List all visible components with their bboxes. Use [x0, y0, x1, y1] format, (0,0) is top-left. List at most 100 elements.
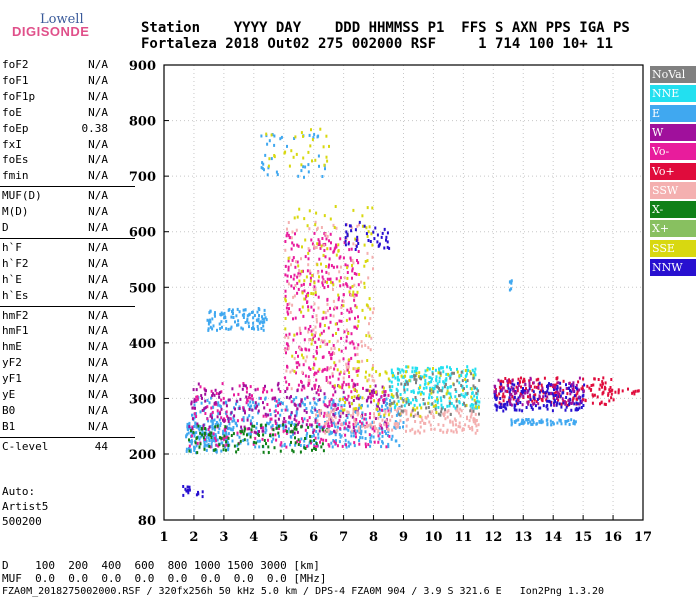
data-point	[192, 430, 195, 434]
data-point	[380, 426, 383, 430]
data-point	[317, 279, 320, 283]
data-point	[316, 263, 319, 267]
data-point	[340, 409, 343, 413]
data-point	[406, 382, 409, 386]
data-point	[576, 397, 579, 401]
data-point	[494, 389, 497, 393]
data-point	[346, 264, 349, 268]
data-point	[313, 244, 316, 248]
data-point	[367, 230, 370, 234]
data-point	[356, 290, 359, 294]
data-point	[438, 387, 440, 390]
data-point	[476, 387, 478, 391]
data-point	[448, 404, 451, 408]
data-point	[423, 375, 426, 379]
data-point	[292, 450, 295, 454]
data-point	[348, 317, 351, 321]
data-point	[533, 398, 536, 402]
data-point	[304, 428, 307, 432]
data-point	[617, 388, 620, 392]
data-point	[252, 442, 255, 446]
data-point	[340, 319, 343, 323]
data-point	[440, 410, 443, 414]
data-point	[300, 399, 303, 403]
data-point	[247, 396, 250, 399]
data-point	[260, 134, 263, 138]
data-point	[270, 388, 273, 392]
data-point	[410, 413, 412, 417]
data-point	[570, 418, 573, 422]
param-value: N/A	[88, 372, 108, 386]
data-point	[365, 334, 368, 338]
data-point	[300, 437, 303, 441]
data-point	[212, 392, 215, 396]
data-point	[275, 438, 278, 442]
data-point	[342, 304, 345, 308]
data-point	[210, 389, 213, 393]
data-point	[321, 275, 324, 279]
data-point	[346, 416, 349, 419]
data-point	[466, 379, 469, 383]
data-point	[299, 444, 302, 447]
data-point	[293, 273, 296, 277]
data-point	[415, 368, 418, 372]
data-point	[382, 390, 385, 394]
data-point	[206, 398, 209, 402]
data-point	[293, 397, 296, 401]
data-point	[209, 414, 212, 418]
data-point	[207, 433, 210, 437]
data-point	[244, 308, 247, 312]
data-point	[311, 387, 314, 391]
data-point	[317, 306, 320, 310]
data-point	[559, 394, 562, 398]
data-point	[307, 251, 310, 255]
data-point	[394, 423, 397, 427]
data-point	[402, 375, 405, 379]
data-point	[277, 404, 279, 408]
data-point	[434, 368, 437, 372]
data-point	[371, 427, 374, 431]
data-point	[430, 395, 433, 399]
data-point	[474, 386, 477, 390]
data-point	[336, 368, 339, 372]
data-point	[556, 421, 559, 425]
data-point	[290, 395, 292, 399]
data-point	[562, 379, 565, 383]
data-point	[275, 170, 278, 174]
data-point	[294, 284, 297, 287]
data-point	[342, 293, 345, 297]
data-point	[442, 380, 445, 384]
data-point	[323, 424, 326, 428]
data-point	[493, 390, 496, 394]
data-point	[318, 275, 320, 279]
data-point	[294, 443, 297, 447]
data-point	[464, 404, 467, 408]
data-point	[380, 445, 383, 449]
data-point	[256, 387, 259, 391]
data-point	[307, 444, 310, 448]
data-point	[233, 393, 235, 397]
data-point	[550, 383, 553, 387]
legend-item-nnw: NNW	[650, 259, 696, 276]
data-point	[194, 441, 197, 445]
data-point	[354, 237, 357, 241]
chart-points	[182, 127, 640, 499]
data-point	[387, 413, 390, 417]
data-point	[526, 389, 529, 393]
data-point	[335, 245, 338, 249]
data-point	[285, 369, 288, 373]
data-point	[610, 378, 613, 381]
data-point	[214, 423, 217, 427]
data-point	[313, 443, 316, 447]
data-point	[349, 307, 352, 311]
data-point	[195, 412, 197, 416]
data-point	[273, 134, 276, 138]
data-point	[291, 230, 294, 234]
data-point	[325, 316, 328, 320]
data-point	[279, 424, 282, 428]
data-point	[387, 377, 390, 381]
data-point	[359, 425, 362, 428]
data-point	[319, 246, 322, 250]
data-point	[510, 418, 513, 422]
data-point	[350, 293, 353, 297]
